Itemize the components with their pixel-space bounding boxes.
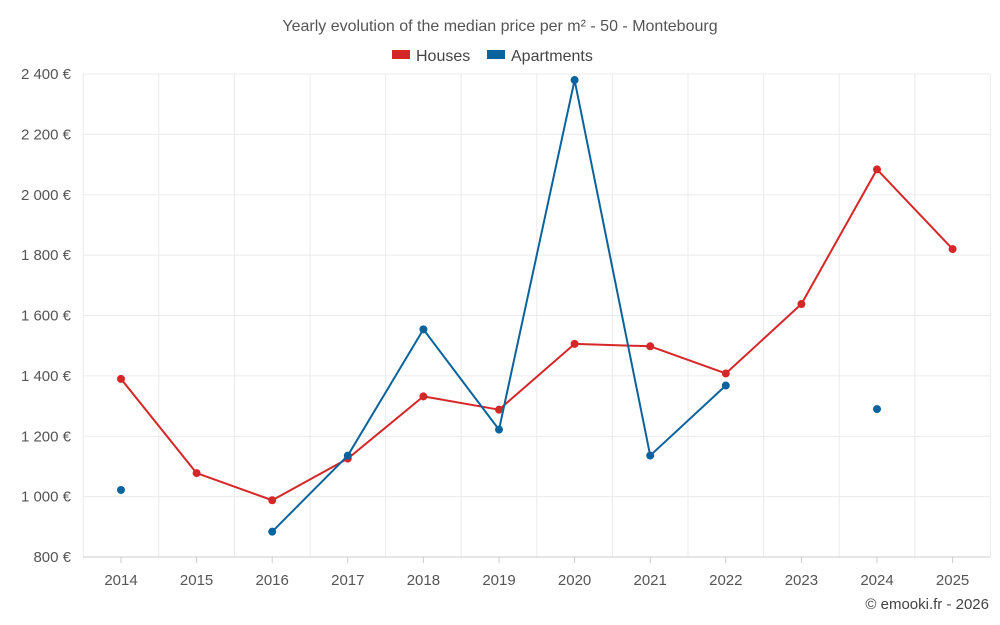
data-point-apartments-2021[interactable] xyxy=(646,451,655,460)
data-point-apartments-2024[interactable] xyxy=(873,405,881,414)
y-axis-ticks: 800 € 1 000 € 1 200 € 1 400 € 1 600 € 1 800 €… xyxy=(21,66,72,566)
y-tick-label: 2 400 € xyxy=(21,66,72,83)
legend-label-houses[interactable]: Houses xyxy=(416,48,470,65)
y-tick-label: 2 000 € xyxy=(21,187,72,204)
data-point-houses-2015[interactable] xyxy=(192,469,201,478)
data-point-houses-2025[interactable] xyxy=(948,245,957,254)
chart-title: Yearly evolution of the median price per… xyxy=(282,18,717,35)
legend-label-apartments[interactable]: Apartments xyxy=(511,48,593,65)
data-point-apartments-2020[interactable] xyxy=(570,76,579,85)
legend[interactable]: Houses Apartments xyxy=(392,48,593,65)
data-point-houses-2018[interactable] xyxy=(419,392,428,401)
x-tick-label: 2021 xyxy=(634,572,667,589)
data-point-houses-2014[interactable] xyxy=(117,374,125,383)
y-tick-label: 1 800 € xyxy=(21,247,72,264)
y-tick-label: 2 200 € xyxy=(21,126,72,143)
x-tick-label: 2017 xyxy=(331,572,364,589)
data-point-houses-2024[interactable] xyxy=(873,165,881,174)
y-tick-label: 1 600 € xyxy=(21,308,72,325)
data-point-houses-2019[interactable] xyxy=(495,405,503,414)
data-point-houses-2016[interactable] xyxy=(268,496,277,505)
data-point-houses-2023[interactable] xyxy=(797,300,806,309)
y-tick-label: 1 400 € xyxy=(21,368,72,385)
data-point-houses-2022[interactable] xyxy=(721,369,730,378)
data-point-apartments-2019[interactable] xyxy=(495,425,503,434)
data-point-apartments-2018[interactable] xyxy=(419,325,428,334)
data-point-apartments-2016[interactable] xyxy=(268,527,277,536)
x-tick-label: 2024 xyxy=(860,572,893,589)
x-tick-label: 2019 xyxy=(482,572,515,589)
y-tick-label: 800 € xyxy=(33,549,71,566)
data-point-houses-2021[interactable] xyxy=(646,342,655,351)
x-tick-label: 2025 xyxy=(936,572,969,589)
legend-swatch-houses xyxy=(392,50,410,59)
x-tick-label: 2023 xyxy=(785,572,818,589)
x-tick-label: 2014 xyxy=(104,572,137,589)
x-tick-label: 2018 xyxy=(407,572,440,589)
data-point-apartments-2014[interactable] xyxy=(117,485,125,494)
series-line-apartments xyxy=(271,79,727,533)
data-point-apartments-2017[interactable] xyxy=(343,451,352,460)
series xyxy=(117,76,957,536)
x-tick-label: 2015 xyxy=(180,572,213,589)
data-point-houses-2020[interactable] xyxy=(570,339,579,348)
legend-swatch-apartments xyxy=(487,50,505,59)
x-axis-ticks: 2014 2015 2016 2017 2018 2019 2020 2021 2022 2023… xyxy=(104,557,969,589)
y-tick-label: 1 200 € xyxy=(21,428,72,445)
x-tick-label: 2016 xyxy=(256,572,289,589)
x-tick-label: 2020 xyxy=(558,572,591,589)
y-tick-label: 1 000 € xyxy=(21,489,72,506)
credit: © emooki.fr - 2026 xyxy=(865,596,989,613)
x-tick-label: 2022 xyxy=(709,572,742,589)
data-point-apartments-2022[interactable] xyxy=(721,381,730,390)
series-line-houses xyxy=(120,168,954,502)
grid xyxy=(82,73,991,558)
